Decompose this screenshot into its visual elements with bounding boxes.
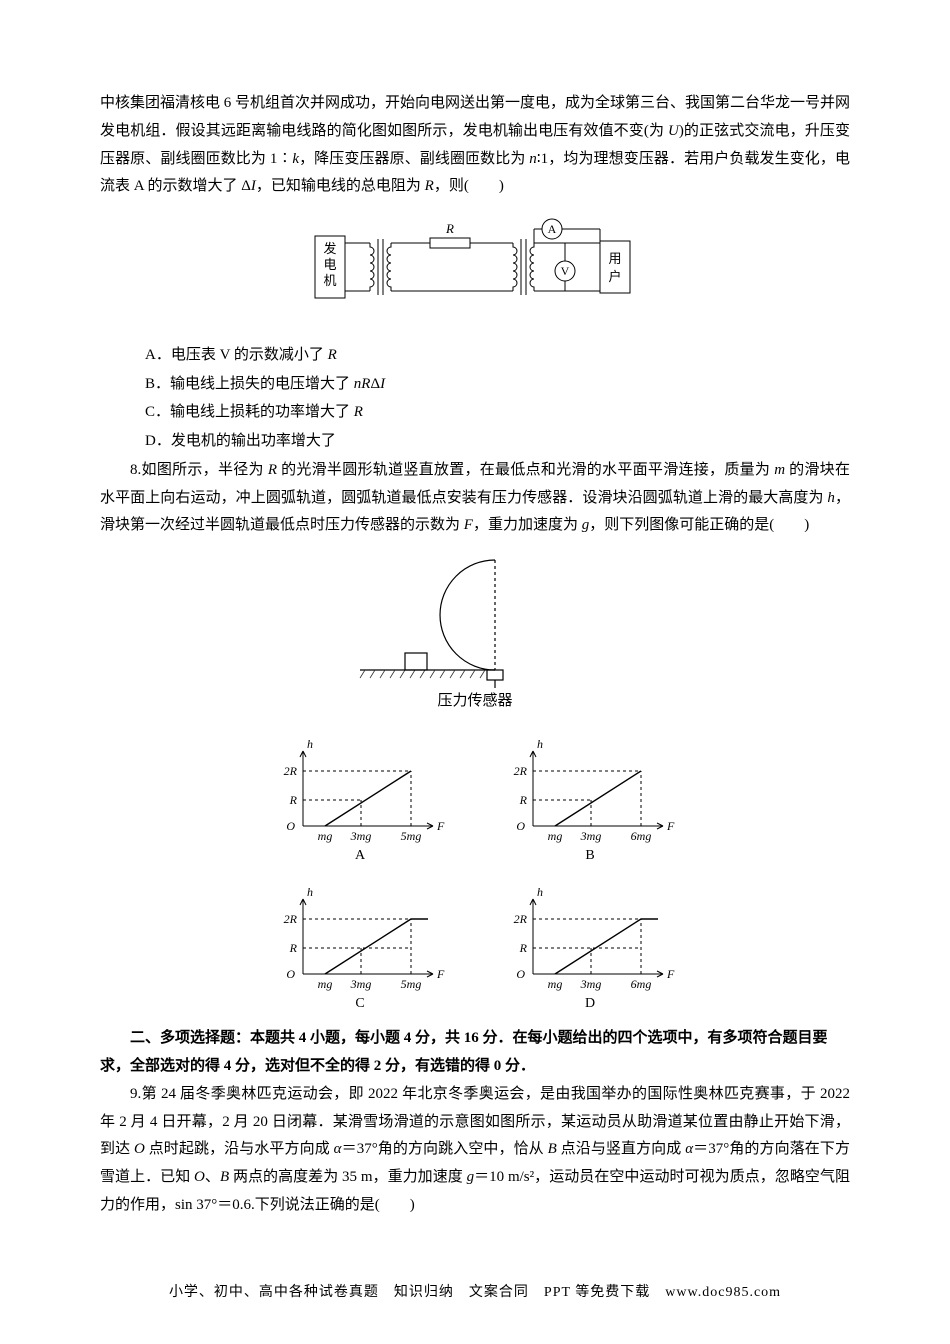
q7-option-A: A．电压表 V 的示数减小了 R bbox=[145, 342, 850, 370]
svg-text:mg: mg bbox=[318, 977, 333, 991]
q9-text: 9.第 24 届冬季奥林匹克运动会，即 2022 年北京冬季奥运会，是由我国举办… bbox=[100, 1081, 850, 1220]
svg-text:h: h bbox=[537, 737, 543, 751]
q7-k: k bbox=[292, 151, 299, 167]
q7-t6: ，则( ) bbox=[434, 178, 504, 194]
q7-t5: ，已知输电线的总电阻为 bbox=[256, 178, 425, 194]
svg-text:2R: 2R bbox=[514, 764, 528, 778]
svg-text:2R: 2R bbox=[284, 764, 298, 778]
svg-text:R: R bbox=[289, 793, 298, 807]
q7-U: U bbox=[668, 123, 679, 139]
sensor-label: 压力传感器 bbox=[437, 692, 512, 709]
svg-text:O: O bbox=[516, 819, 525, 833]
chart-D: O R 2R h F mg 3mg 6mg D bbox=[505, 884, 675, 1020]
q8-apparatus-diagram: 压力传感器 bbox=[100, 550, 850, 726]
chart-C: O R 2R h F mg 3mg 5mg C bbox=[275, 884, 445, 1020]
svg-text:R: R bbox=[519, 941, 528, 955]
svg-text:mg: mg bbox=[548, 977, 563, 991]
svg-text:h: h bbox=[537, 885, 543, 899]
R-label: R bbox=[445, 221, 454, 236]
voltmeter-label: V bbox=[561, 264, 570, 278]
svg-text:3mg: 3mg bbox=[350, 977, 372, 991]
section-2-heading: 二、多项选择题：本题共 4 小题，每小题 4 分，共 16 分．在每小题给出的四… bbox=[100, 1025, 850, 1081]
svg-text:3mg: 3mg bbox=[580, 977, 602, 991]
svg-text:h: h bbox=[307, 737, 313, 751]
svg-text:机: 机 bbox=[323, 273, 336, 288]
svg-text:2R: 2R bbox=[284, 912, 298, 926]
svg-text:mg: mg bbox=[548, 829, 563, 843]
q7-option-C: C．输电线上损耗的功率增大了 R bbox=[145, 399, 850, 427]
q8-text: 8.如图所示，半径为 R 的光滑半圆形轨道竖直放置，在最低点和光滑的水平面平滑连… bbox=[100, 457, 850, 540]
svg-text:R: R bbox=[289, 941, 298, 955]
q7-option-D: D．发电机的输出功率增大了 bbox=[145, 428, 850, 456]
chart-A: O R 2R h F mg 3mg 5mg A bbox=[275, 736, 445, 872]
gen-label: 发 bbox=[323, 241, 336, 256]
ammeter-label: A bbox=[548, 222, 557, 236]
svg-text:mg: mg bbox=[318, 829, 333, 843]
svg-text:3mg: 3mg bbox=[350, 829, 372, 843]
q7-n: n bbox=[529, 151, 537, 167]
svg-text:F: F bbox=[666, 967, 675, 981]
svg-text:C: C bbox=[355, 996, 364, 1009]
svg-text:5mg: 5mg bbox=[401, 977, 422, 991]
svg-text:6mg: 6mg bbox=[631, 829, 652, 843]
svg-text:O: O bbox=[516, 967, 525, 981]
svg-text:O: O bbox=[286, 967, 295, 981]
svg-text:用: 用 bbox=[608, 251, 621, 266]
q7-circuit-diagram: 发 电 机 R A V bbox=[100, 211, 850, 332]
q8-charts: O R 2R h F mg 3mg 5mg A O R 2R h bbox=[100, 736, 850, 1020]
q7-options: A．电压表 V 的示数减小了 R B．输电线上损失的电压增大了 nRΔI C．输… bbox=[100, 342, 850, 456]
svg-text:F: F bbox=[666, 819, 675, 833]
q7-R: R bbox=[425, 178, 434, 194]
svg-text:R: R bbox=[519, 793, 528, 807]
svg-text:D: D bbox=[585, 996, 595, 1009]
q7-option-B: B．输电线上损失的电压增大了 nRΔI bbox=[145, 371, 850, 399]
svg-text:5mg: 5mg bbox=[401, 829, 422, 843]
svg-text:F: F bbox=[436, 967, 445, 981]
svg-text:2R: 2R bbox=[514, 912, 528, 926]
svg-text:h: h bbox=[307, 885, 313, 899]
svg-text:6mg: 6mg bbox=[631, 977, 652, 991]
page-footer: 小学、初中、高中各种试卷真题 知识归纳 文案合同 PPT 等免费下载 www.d… bbox=[0, 1280, 950, 1306]
svg-text:B: B bbox=[585, 848, 594, 861]
svg-text:电: 电 bbox=[323, 257, 336, 272]
svg-text:A: A bbox=[355, 848, 366, 861]
svg-text:F: F bbox=[436, 819, 445, 833]
q7-t3: ，降压变压器原、副线圈匝数比为 bbox=[299, 151, 529, 167]
chart-B: O R 2R h F mg 3mg 6mg B bbox=[505, 736, 675, 872]
svg-text:O: O bbox=[286, 819, 295, 833]
svg-text:户: 户 bbox=[608, 269, 621, 284]
q7-text: 中核集团福清核电 6 号机组首次并网成功，开始向电网送出第一度电，成为全球第三台… bbox=[100, 90, 850, 201]
svg-text:3mg: 3mg bbox=[580, 829, 602, 843]
